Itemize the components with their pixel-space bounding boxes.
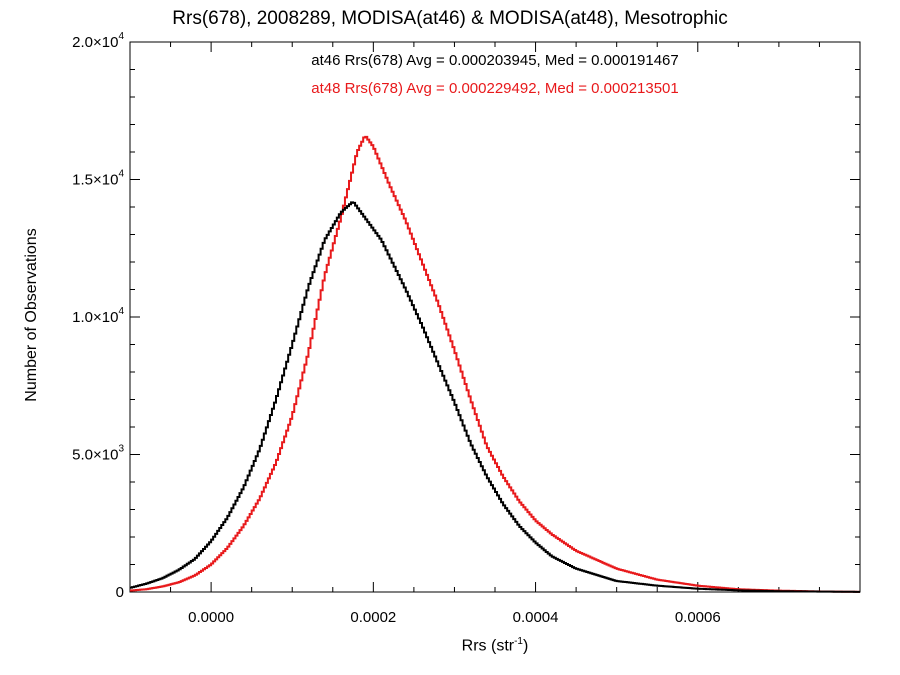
- x-axis-label-text: Rrs (str: [461, 637, 515, 655]
- at48-stats-annotation: at48 Rrs(678) Avg = 0.000229492, Med = 0…: [311, 80, 679, 97]
- x-tick-label: 0.0002: [350, 609, 396, 626]
- x-axis-label: Rrs (str-1): [462, 636, 529, 655]
- y-tick-label: 1.0×104: [72, 306, 124, 326]
- x-tick-label: 0.0000: [188, 609, 234, 626]
- at46-histogram-line: [130, 201, 860, 593]
- at48-histogram-line: [130, 135, 860, 593]
- y-tick-label: 2.0×104: [72, 31, 124, 51]
- plot-area: 0 5.0×103 1.0×104 1.5×104 2.0×104 0.0000 0.000…: [72, 31, 861, 626]
- x-tick-label: 0.0006: [675, 609, 721, 626]
- y-tick-label: 1.5×104: [72, 169, 124, 189]
- at46-stats-annotation: at46 Rrs(678) Avg = 0.000203945, Med = 0…: [311, 52, 679, 69]
- chart-title: Rrs(678), 2008289, MODISA(at46) & MODISA…: [172, 8, 728, 29]
- x-tick-label: 0.0004: [513, 609, 559, 626]
- plot-frame: [129, 41, 861, 593]
- x-axis-label-exponent: -1: [514, 636, 524, 647]
- y-tick-label: 0: [116, 584, 124, 601]
- x-axis-label-close: ): [523, 637, 529, 655]
- y-tick-label: 5.0×103: [72, 444, 124, 464]
